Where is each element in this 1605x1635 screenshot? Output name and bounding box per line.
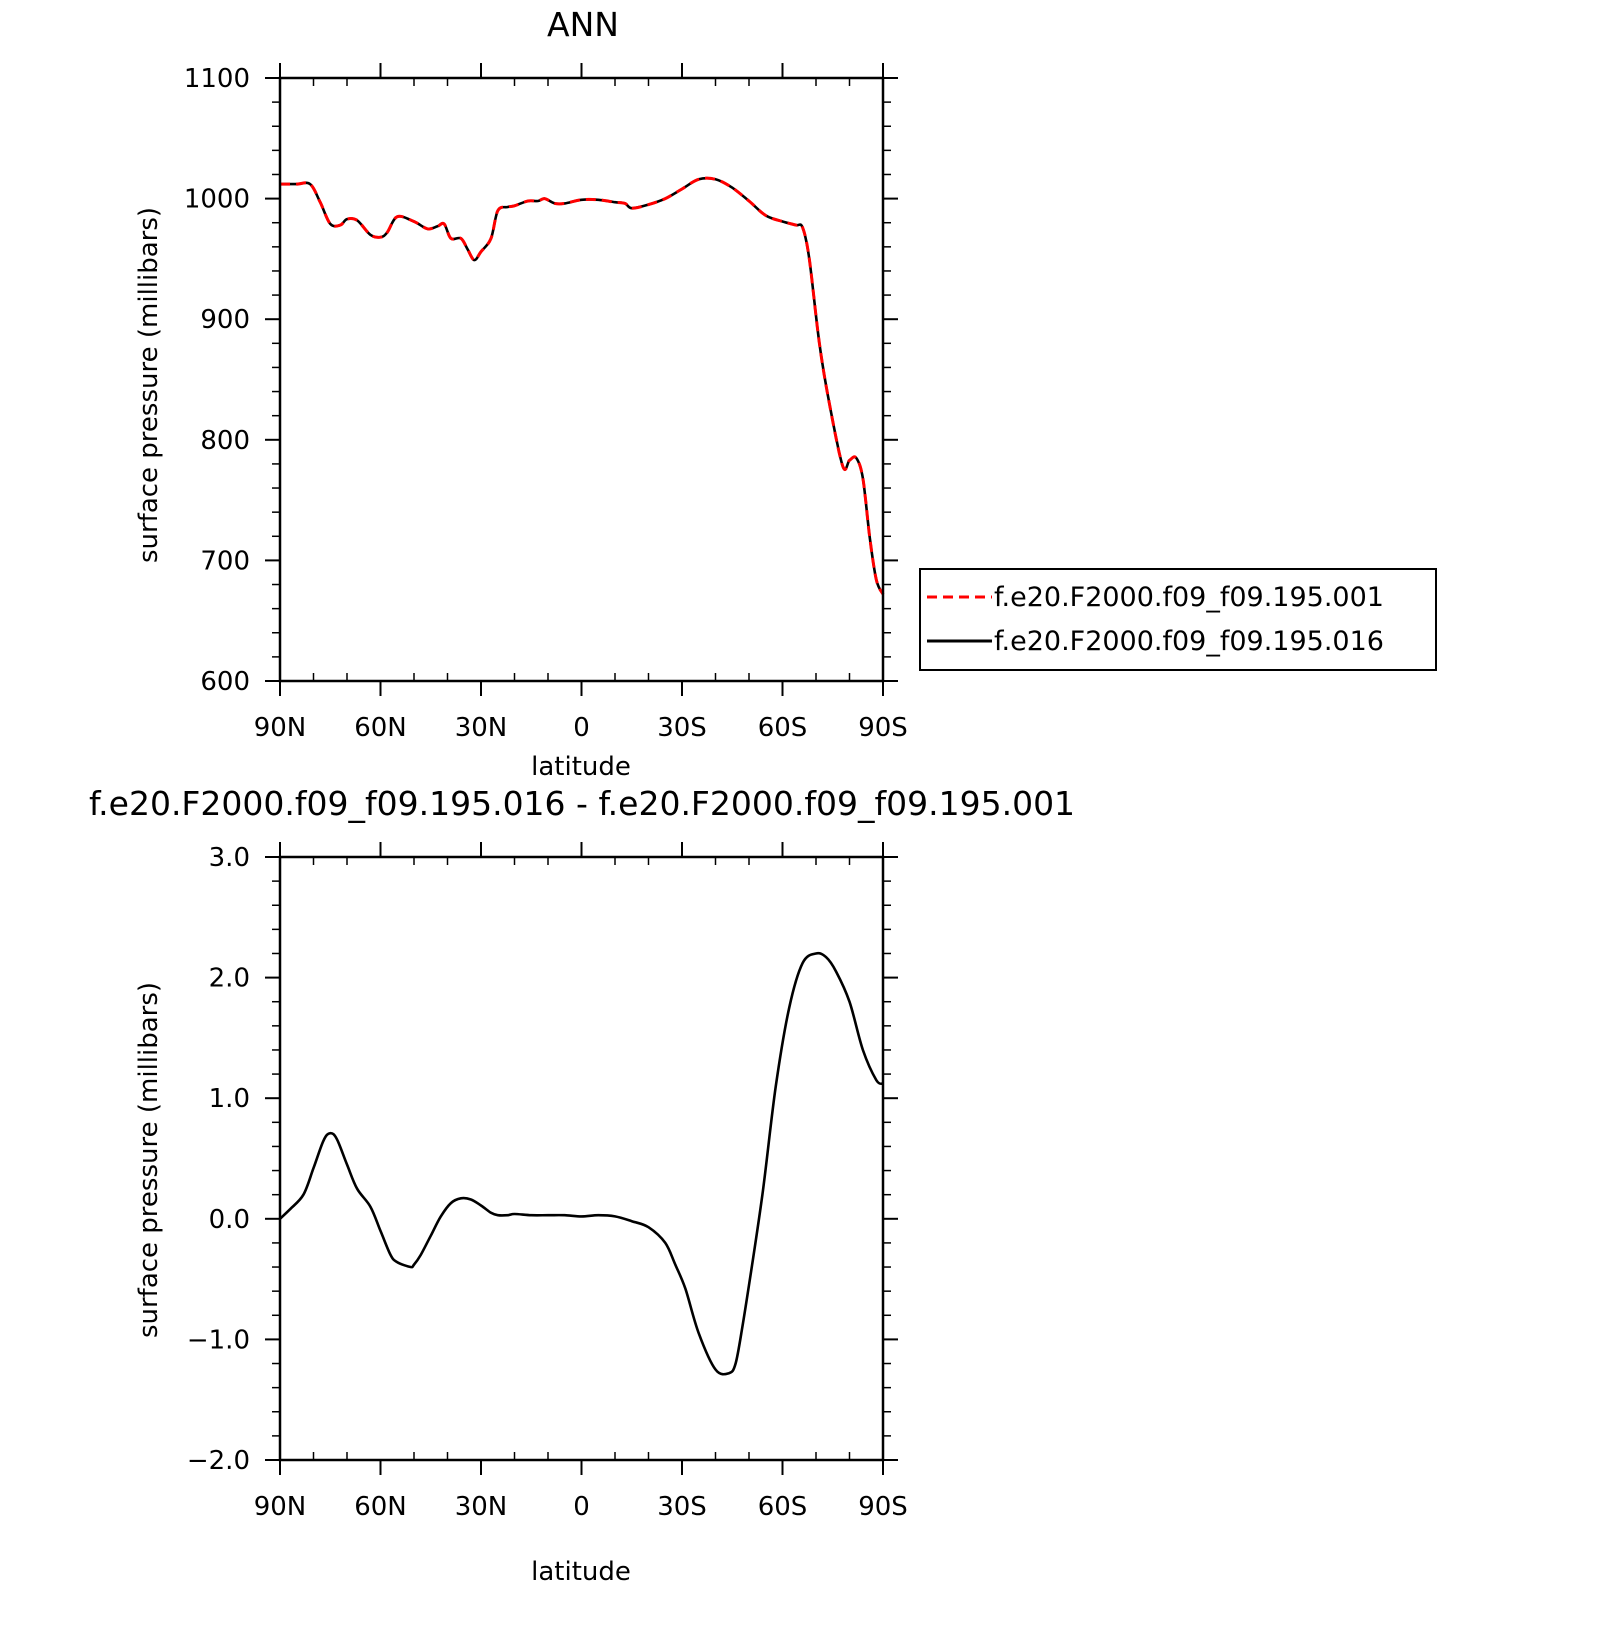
top-chart-xtick-label: 30N bbox=[455, 713, 508, 743]
top-chart-xtick-label: 60N bbox=[354, 713, 407, 743]
bottom-chart-xtick-label: 30N bbox=[455, 1492, 508, 1522]
top-chart-xtick-label: 30S bbox=[657, 713, 707, 743]
top-chart-ytick-label: 1100 bbox=[184, 64, 250, 94]
top-chart-series bbox=[280, 176, 885, 595]
top-chart-xtick-label: 0 bbox=[573, 713, 590, 743]
top-chart-ylabel: surface pressure (millibars) bbox=[134, 207, 164, 563]
bottom-chart-xlabel: latitude bbox=[531, 1557, 631, 1587]
bottom-chart-xtick-label: 30S bbox=[657, 1492, 707, 1522]
top-chart-panel: ANN surface pressure (millibars) latitud… bbox=[134, 5, 1437, 782]
legend: f.e20.F2000.f09_f09.195.001 f.e20.F2000.… bbox=[919, 568, 1437, 671]
bottom-chart-ylabel: surface pressure (millibars) bbox=[134, 982, 164, 1338]
bottom-chart-xtick-label: 0 bbox=[573, 1492, 590, 1522]
top-chart-ytick-label: 800 bbox=[200, 426, 250, 456]
top-chart-ytick-label: 1000 bbox=[184, 185, 250, 215]
top-chart-ytick-label: 700 bbox=[200, 546, 250, 576]
top-chart-ytick-label: 900 bbox=[200, 305, 250, 335]
bottom-chart-ticks: 90N 60N 30N 0 30S 60S 90S 3.0 2.0 1.0 0.0 −1.0 −2.0 bbox=[187, 842, 908, 1522]
bottom-chart-ytick-label: 3.0 bbox=[209, 843, 250, 873]
legend-label-series-1: f.e20.F2000.f09_f09.195.001 bbox=[994, 582, 1384, 613]
legend-label-series-2: f.e20.F2000.f09_f09.195.016 bbox=[994, 626, 1384, 657]
top-chart-xtick-label: 90S bbox=[858, 713, 908, 743]
top-chart-frame bbox=[278, 76, 885, 683]
bottom-chart-ytick-label: −1.0 bbox=[187, 1325, 250, 1355]
top-chart-ytick-label: 600 bbox=[200, 667, 250, 697]
bottom-chart-panel: f.e20.F2000.f09_f09.195.016 - f.e20.F200… bbox=[89, 784, 1075, 1587]
bottom-chart-xtick-label: 60N bbox=[354, 1492, 407, 1522]
bottom-chart-xtick-label: 90S bbox=[858, 1492, 908, 1522]
bottom-chart-title: f.e20.F2000.f09_f09.195.016 - f.e20.F200… bbox=[89, 784, 1075, 823]
bottom-chart-series-line-1 bbox=[279, 951, 884, 1376]
top-chart-xtick-label: 90N bbox=[254, 713, 307, 743]
bottom-chart-series bbox=[279, 951, 884, 1376]
bottom-chart-frame bbox=[278, 855, 885, 1462]
legend-box bbox=[919, 568, 1437, 671]
bottom-chart-ytick-label: 1.0 bbox=[209, 1084, 250, 1114]
top-chart-series-line-1 bbox=[280, 176, 885, 595]
top-chart-xlabel: latitude bbox=[531, 752, 631, 782]
bottom-chart-ytick-label: 0.0 bbox=[209, 1205, 250, 1235]
top-chart-series-line-2 bbox=[280, 176, 885, 595]
bottom-chart-xtick-label: 90N bbox=[254, 1492, 307, 1522]
top-chart-ticks: 90N 60N 30N 0 30S 60S 90S 1100 1000 900 800 700 600 bbox=[184, 63, 908, 743]
bottom-chart-ytick-label: −2.0 bbox=[187, 1446, 250, 1476]
top-chart-title: ANN bbox=[547, 5, 619, 44]
top-chart-xtick-label: 60S bbox=[758, 713, 808, 743]
bottom-chart-xtick-label: 60S bbox=[758, 1492, 808, 1522]
bottom-chart-ytick-label: 2.0 bbox=[209, 964, 250, 994]
